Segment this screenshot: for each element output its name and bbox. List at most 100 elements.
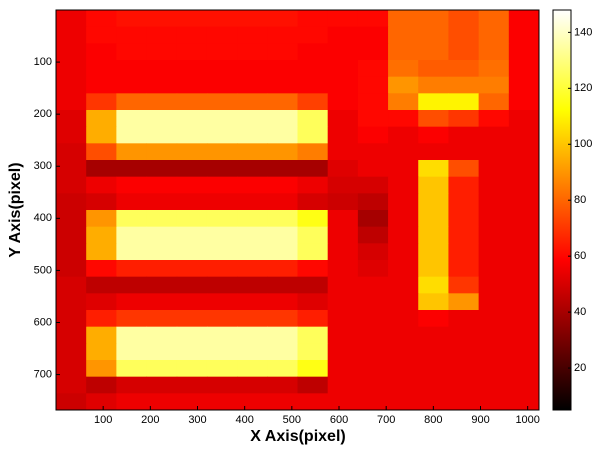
heat-cell	[448, 160, 479, 177]
heat-cell	[267, 127, 298, 144]
heat-cell	[177, 193, 208, 210]
heat-cell	[237, 377, 268, 394]
heat-cell	[479, 177, 510, 194]
y-tick-label: 200	[34, 108, 52, 120]
heat-cell	[358, 10, 389, 27]
heat-cell	[267, 360, 298, 377]
heat-cell	[177, 27, 208, 44]
heat-cell	[177, 227, 208, 244]
heat-cell	[147, 110, 178, 127]
heat-cell	[207, 327, 238, 344]
heat-cell	[479, 27, 510, 44]
heat-cell	[116, 343, 147, 360]
heat-cell	[448, 43, 479, 60]
heat-cell	[147, 377, 178, 394]
heat-cell	[237, 127, 268, 144]
heat-cell	[298, 210, 329, 227]
heat-cell	[267, 343, 298, 360]
heat-cell	[147, 177, 178, 194]
heat-cell	[56, 10, 87, 27]
heat-cell	[418, 177, 449, 194]
heat-cell	[328, 260, 359, 277]
heat-cell	[56, 377, 87, 394]
heat-cell	[358, 127, 389, 144]
heat-cell	[56, 360, 87, 377]
heat-cell	[267, 10, 298, 27]
x-tick-label: 1000	[515, 414, 539, 426]
heat-cell	[448, 177, 479, 194]
heat-cell	[86, 310, 117, 327]
heat-cell	[116, 177, 147, 194]
heat-cell	[388, 343, 419, 360]
heat-cell	[388, 10, 419, 27]
heat-cell	[418, 143, 449, 160]
heat-cell	[509, 260, 540, 277]
colorbar-tick-label: 20	[574, 362, 586, 374]
heat-cell	[448, 27, 479, 44]
heat-cell	[177, 177, 208, 194]
heat-cell	[237, 93, 268, 110]
y-tick-label: 700	[34, 368, 52, 380]
colorbar-tick-label: 120	[574, 82, 592, 94]
heat-cell	[207, 277, 238, 294]
heat-cell	[237, 343, 268, 360]
heat-cell	[509, 293, 540, 310]
heat-cell	[177, 60, 208, 77]
heat-cell	[388, 60, 419, 77]
heat-cell	[116, 377, 147, 394]
heat-cell	[298, 310, 329, 327]
heat-cell	[418, 360, 449, 377]
heat-cell	[298, 277, 329, 294]
heat-cell	[116, 393, 147, 410]
heat-cell	[298, 93, 329, 110]
heat-cell	[207, 10, 238, 27]
heat-cell	[388, 127, 419, 144]
heat-cell	[86, 360, 117, 377]
heat-cell	[358, 93, 389, 110]
heat-cell	[328, 10, 359, 27]
heat-cell	[509, 360, 540, 377]
heat-cell	[177, 93, 208, 110]
heat-cell	[418, 43, 449, 60]
heat-cell	[147, 193, 178, 210]
heat-cell	[358, 243, 389, 260]
heat-cell	[448, 193, 479, 210]
heat-cell	[237, 193, 268, 210]
heat-cell	[267, 227, 298, 244]
heat-cell	[207, 60, 238, 77]
heat-cell	[388, 393, 419, 410]
heat-cell	[479, 393, 510, 410]
heat-cell	[177, 210, 208, 227]
heat-cell	[267, 377, 298, 394]
heat-cell	[177, 393, 208, 410]
x-tick-label: 200	[141, 414, 159, 426]
heat-cell	[147, 10, 178, 27]
heat-cell	[388, 93, 419, 110]
heat-cell	[237, 277, 268, 294]
heat-cell	[328, 143, 359, 160]
heat-cell	[207, 260, 238, 277]
heat-cell	[418, 327, 449, 344]
heat-cell	[328, 310, 359, 327]
heat-cell	[509, 10, 540, 27]
heat-cell	[237, 77, 268, 94]
heat-cell	[177, 77, 208, 94]
heat-cell	[207, 360, 238, 377]
heat-cell	[328, 27, 359, 44]
heat-cell	[86, 10, 117, 27]
heat-cell	[86, 27, 117, 44]
heat-cell	[207, 193, 238, 210]
heat-cell	[479, 43, 510, 60]
heat-cell	[177, 260, 208, 277]
heat-cell	[86, 260, 117, 277]
heat-cell	[267, 177, 298, 194]
heat-cell	[509, 27, 540, 44]
heat-cell	[328, 127, 359, 144]
heat-cell	[388, 243, 419, 260]
heat-cell	[298, 243, 329, 260]
y-tick-label: 300	[34, 160, 52, 172]
y-axis-label: Y Axis(pixel)	[7, 162, 24, 257]
heat-cell	[237, 293, 268, 310]
heat-cell	[267, 243, 298, 260]
heat-cell	[207, 377, 238, 394]
